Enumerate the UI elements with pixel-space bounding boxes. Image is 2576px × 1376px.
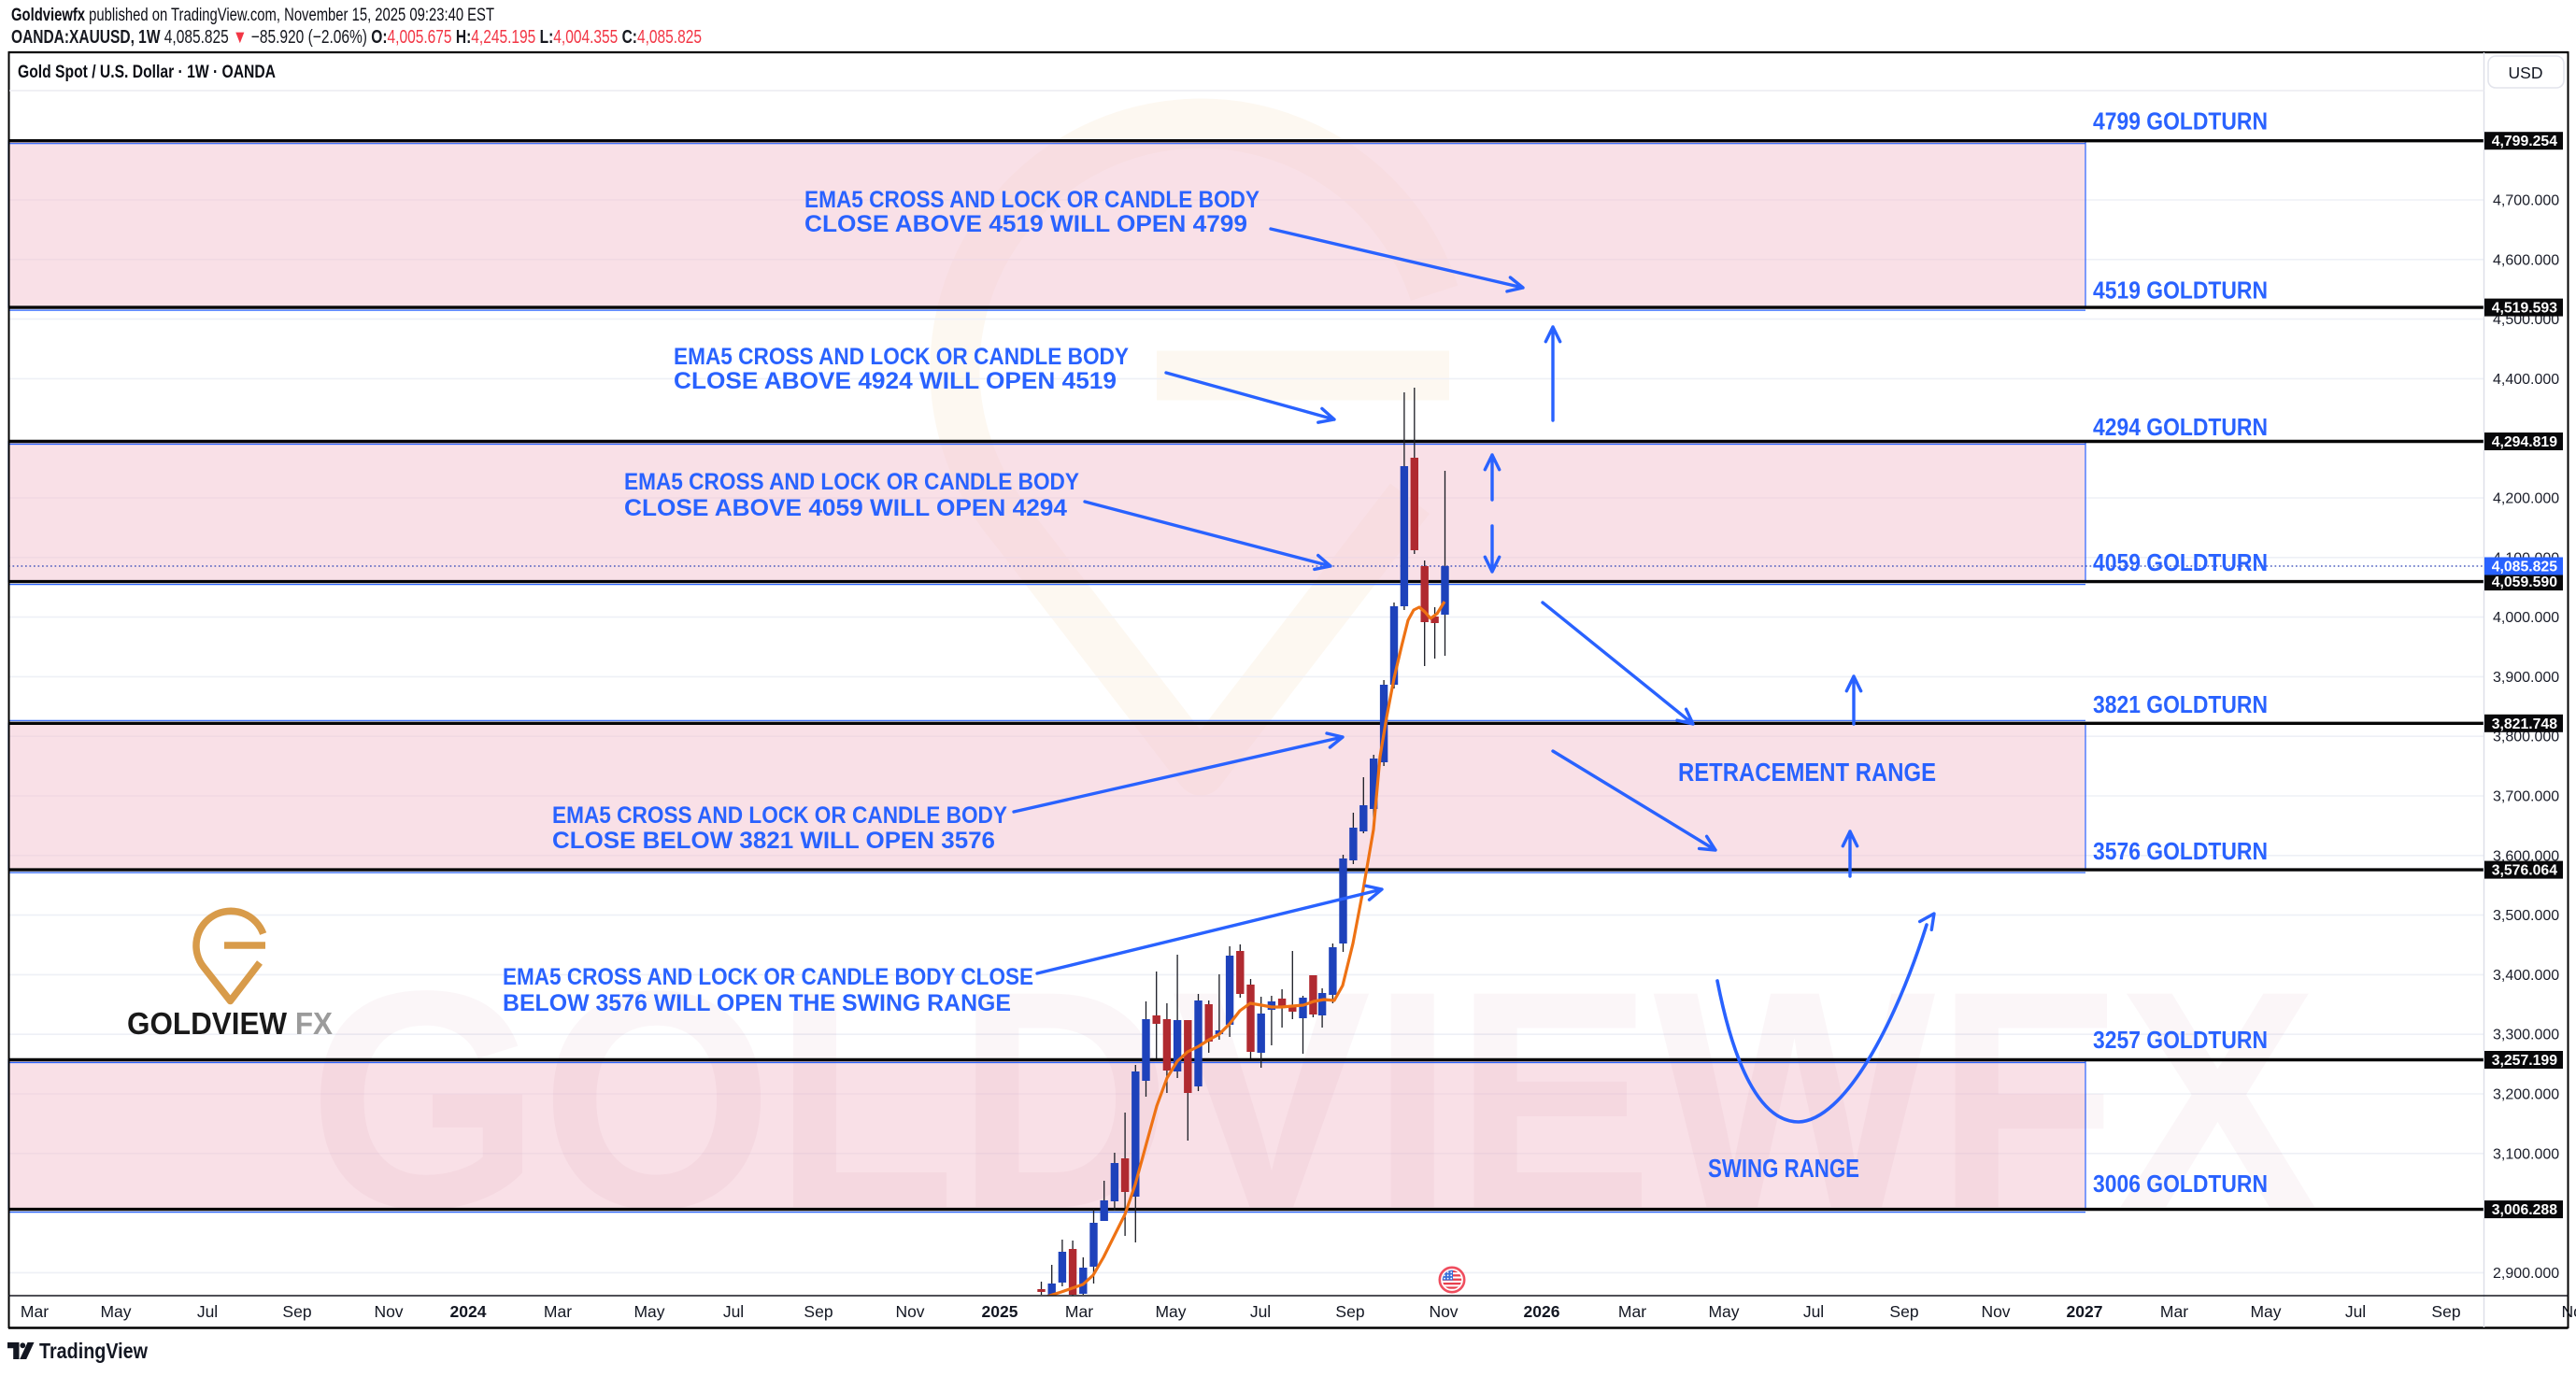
svg-text:4,085.825: 4,085.825	[2492, 560, 2557, 575]
svg-text:CLOSE BELOW 3821 WILL OPEN 357: CLOSE BELOW 3821 WILL OPEN 3576	[552, 828, 995, 854]
svg-text:Jul: Jul	[197, 1302, 218, 1321]
svg-text:3,300.000: 3,300.000	[2493, 1028, 2559, 1043]
svg-text:3,500.000: 3,500.000	[2493, 908, 2559, 924]
svg-text:3,600.000: 3,600.000	[2493, 848, 2559, 864]
svg-text:Nov: Nov	[1429, 1302, 1458, 1321]
svg-text:3257 GOLDTURN: 3257 GOLDTURN	[2093, 1026, 2268, 1054]
svg-text:Goldviewfx published on Tradin: Goldviewfx published on TradingView.com,…	[11, 5, 494, 25]
svg-text:RETRACEMENT RANGE: RETRACEMENT RANGE	[1678, 758, 1936, 787]
svg-text:3,400.000: 3,400.000	[2493, 968, 2559, 984]
svg-text:Mar: Mar	[544, 1302, 572, 1321]
svg-text:USD: USD	[2509, 64, 2543, 82]
svg-text:BELOW 3576 WILL OPEN THE SWING: BELOW 3576 WILL OPEN THE SWING RANGE	[503, 990, 1011, 1016]
svg-text:May: May	[2250, 1302, 2281, 1321]
svg-text:4799 GOLDTURN: 4799 GOLDTURN	[2093, 107, 2268, 135]
svg-text:Mar: Mar	[1618, 1302, 1646, 1321]
svg-text:Jul: Jul	[1250, 1302, 1271, 1321]
svg-text:Mar: Mar	[21, 1302, 49, 1321]
svg-text:TradingView: TradingView	[39, 1339, 149, 1363]
svg-text:3,900.000: 3,900.000	[2493, 670, 2559, 686]
svg-text:4294 GOLDTURN: 4294 GOLDTURN	[2093, 413, 2268, 441]
svg-text:May: May	[1155, 1302, 1186, 1321]
svg-text:Nov: Nov	[374, 1302, 403, 1321]
svg-text:EMA5 CROSS AND LOCK OR CANDLE: EMA5 CROSS AND LOCK OR CANDLE BODY	[624, 469, 1079, 495]
svg-text:2025: 2025	[982, 1302, 1018, 1321]
svg-text:3,200.000: 3,200.000	[2493, 1087, 2559, 1103]
svg-text:EMA5 CROSS AND LOCK OR CANDLE: EMA5 CROSS AND LOCK OR CANDLE BODY	[552, 802, 1007, 829]
svg-text:CLOSE ABOVE 4519 WILL OPEN 479: CLOSE ABOVE 4519 WILL OPEN 4799	[804, 211, 1247, 237]
svg-text:Nov: Nov	[2561, 1302, 2576, 1321]
svg-text:4,519.593: 4,519.593	[2492, 301, 2557, 317]
svg-text:3576 GOLDTURN: 3576 GOLDTURN	[2093, 837, 2268, 865]
svg-text:2024: 2024	[450, 1302, 487, 1321]
svg-text:EMA5 CROSS AND LOCK OR CANDLE: EMA5 CROSS AND LOCK OR CANDLE BODY CLOSE	[503, 964, 1033, 990]
svg-text:4,400.000: 4,400.000	[2493, 372, 2559, 388]
svg-text:May: May	[633, 1302, 664, 1321]
svg-text:3,821.748: 3,821.748	[2492, 716, 2557, 732]
svg-text:Jul: Jul	[1803, 1302, 1824, 1321]
svg-text:Sep: Sep	[1889, 1302, 1918, 1321]
svg-text:4,799.254: 4,799.254	[2492, 134, 2557, 149]
svg-text:SWING RANGE: SWING RANGE	[1708, 1154, 1859, 1183]
svg-text:CLOSE ABOVE 4924 WILL OPEN 451: CLOSE ABOVE 4924 WILL OPEN 4519	[674, 368, 1117, 394]
svg-text:Jul: Jul	[723, 1302, 744, 1321]
svg-text:EMA5 CROSS AND LOCK OR CANDLE: EMA5 CROSS AND LOCK OR CANDLE BODY	[804, 187, 1260, 213]
svg-text:2026: 2026	[1524, 1302, 1560, 1321]
svg-text:Jul: Jul	[2345, 1302, 2366, 1321]
svg-text:3821 GOLDTURN: 3821 GOLDTURN	[2093, 690, 2268, 718]
svg-text:CLOSE ABOVE 4059 WILL OPEN 429: CLOSE ABOVE 4059 WILL OPEN 4294	[624, 495, 1067, 521]
svg-text:Sep: Sep	[804, 1302, 833, 1321]
svg-text:May: May	[1708, 1302, 1739, 1321]
svg-text:OANDA:XAUUSD, 1W 4,085.825 ▼: OANDA:XAUUSD, 1W 4,085.825 ▼ −85.920 (−2…	[11, 27, 702, 48]
svg-text:Nov: Nov	[1981, 1302, 2010, 1321]
svg-text:3006 GOLDTURN: 3006 GOLDTURN	[2093, 1170, 2268, 1198]
svg-text:4,000.000: 4,000.000	[2493, 610, 2559, 626]
svg-text:4519 GOLDTURN: 4519 GOLDTURN	[2093, 277, 2268, 305]
svg-text:Gold Spot / U.S. Dollar · 1W ·: Gold Spot / U.S. Dollar · 1W · OANDA	[18, 62, 276, 82]
svg-text:EMA5 CROSS AND LOCK OR CANDLE: EMA5 CROSS AND LOCK OR CANDLE BODY	[674, 344, 1129, 370]
svg-text:2027: 2027	[2067, 1302, 2103, 1321]
svg-text:Nov: Nov	[895, 1302, 924, 1321]
svg-text:Mar: Mar	[1065, 1302, 1093, 1321]
svg-text:2,900.000: 2,900.000	[2493, 1266, 2559, 1282]
svg-text:4,294.819: 4,294.819	[2492, 434, 2557, 450]
svg-text:3,700.000: 3,700.000	[2493, 789, 2559, 805]
svg-text:Sep: Sep	[282, 1302, 311, 1321]
svg-text:May: May	[100, 1302, 131, 1321]
svg-text:3,100.000: 3,100.000	[2493, 1146, 2559, 1162]
svg-text:4,200.000: 4,200.000	[2493, 491, 2559, 507]
svg-text:4,700.000: 4,700.000	[2493, 193, 2559, 209]
svg-text:Mar: Mar	[2160, 1302, 2188, 1321]
svg-text:GOLDVIEW FX: GOLDVIEW FX	[127, 1006, 333, 1041]
svg-text:4059 GOLDTURN: 4059 GOLDTURN	[2093, 548, 2268, 576]
svg-text:3,576.064: 3,576.064	[2492, 863, 2557, 879]
svg-text:Sep: Sep	[2431, 1302, 2460, 1321]
svg-text:4,600.000: 4,600.000	[2493, 252, 2559, 268]
svg-text:Sep: Sep	[1335, 1302, 1364, 1321]
svg-text:3,800.000: 3,800.000	[2493, 730, 2559, 745]
svg-text:3,006.288: 3,006.288	[2492, 1202, 2557, 1218]
svg-text:3,257.199: 3,257.199	[2492, 1053, 2557, 1069]
svg-text:4,059.590: 4,059.590	[2492, 575, 2557, 590]
